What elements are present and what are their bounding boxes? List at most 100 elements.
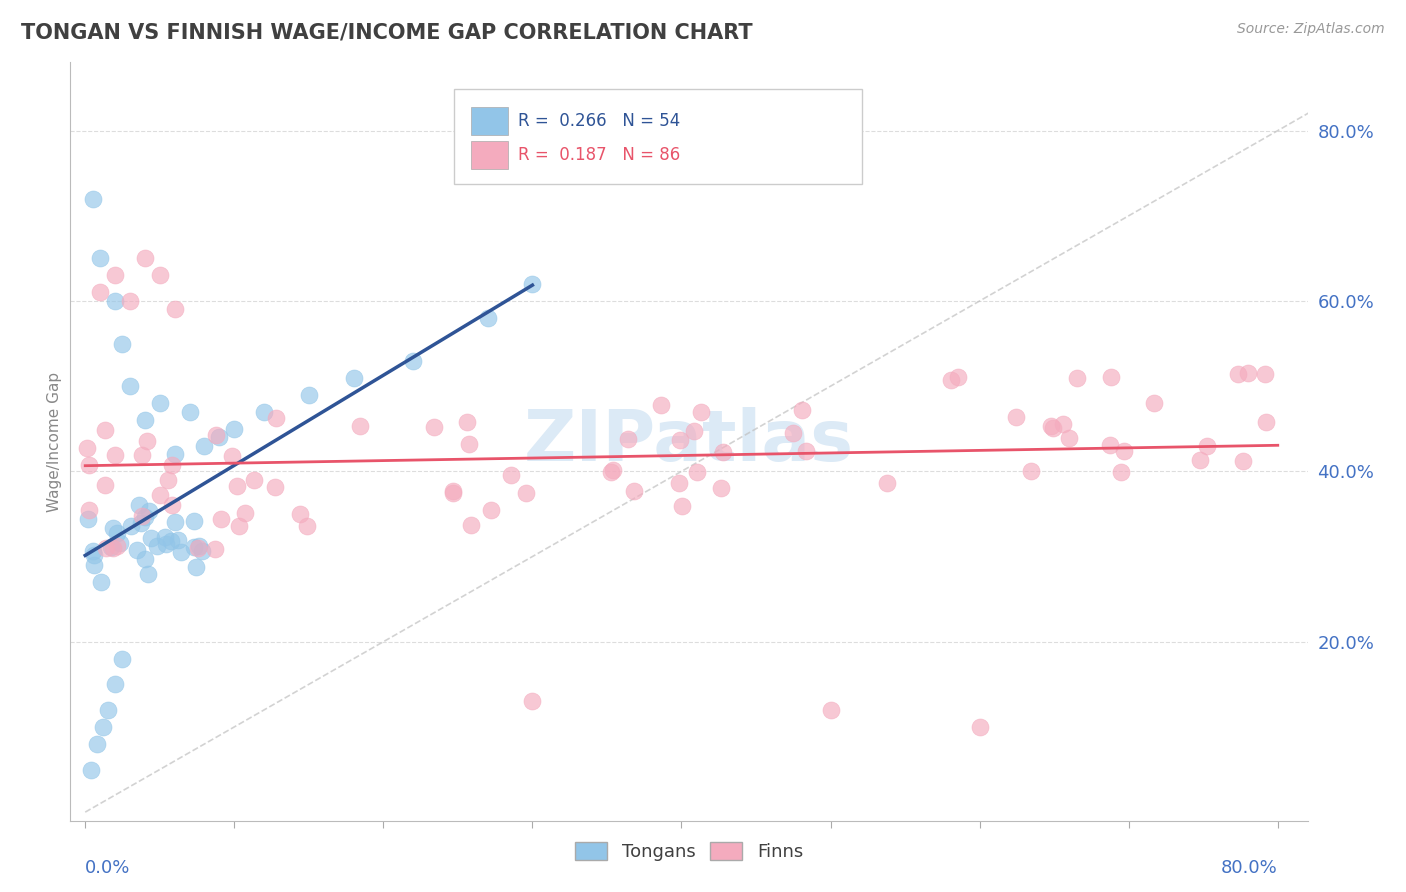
Point bbox=[668, 476, 690, 491]
Point bbox=[105, 526, 128, 541]
Point bbox=[183, 540, 205, 554]
Point bbox=[1040, 419, 1063, 434]
Point bbox=[1099, 438, 1122, 452]
Point bbox=[97, 703, 120, 717]
Y-axis label: Wage/Income Gap: Wage/Income Gap bbox=[46, 371, 62, 512]
Point bbox=[1236, 366, 1258, 380]
Point bbox=[163, 302, 186, 317]
Point bbox=[146, 539, 169, 553]
Point bbox=[136, 567, 159, 582]
Text: Source: ZipAtlas.com: Source: ZipAtlas.com bbox=[1237, 22, 1385, 37]
Point bbox=[295, 519, 318, 533]
Point bbox=[107, 539, 129, 553]
Point bbox=[128, 498, 150, 512]
Point bbox=[89, 252, 111, 266]
Point bbox=[233, 507, 256, 521]
FancyBboxPatch shape bbox=[471, 141, 509, 169]
Point bbox=[522, 277, 544, 291]
Point bbox=[443, 486, 465, 500]
Point bbox=[131, 448, 153, 462]
Point bbox=[89, 285, 111, 300]
Point bbox=[253, 405, 276, 419]
Point bbox=[77, 512, 100, 526]
Point bbox=[163, 447, 186, 461]
Text: R =  0.187   N = 86: R = 0.187 N = 86 bbox=[519, 146, 681, 164]
Text: TONGAN VS FINNISH WAGE/INCOME GAP CORRELATION CHART: TONGAN VS FINNISH WAGE/INCOME GAP CORREL… bbox=[21, 22, 752, 42]
Point bbox=[477, 311, 499, 326]
Point bbox=[1052, 417, 1074, 431]
Point bbox=[108, 536, 131, 550]
Point bbox=[1066, 370, 1088, 384]
Point bbox=[402, 353, 425, 368]
Point bbox=[93, 424, 115, 438]
Point bbox=[134, 413, 156, 427]
Point bbox=[602, 463, 624, 477]
Point bbox=[617, 432, 640, 446]
Point bbox=[1195, 439, 1218, 453]
Point bbox=[191, 544, 214, 558]
Point bbox=[1005, 410, 1028, 425]
Point bbox=[689, 405, 711, 419]
Point bbox=[686, 466, 709, 480]
Point bbox=[623, 483, 645, 498]
Point bbox=[1232, 454, 1254, 468]
Point bbox=[160, 534, 183, 549]
Point bbox=[710, 481, 733, 495]
Text: 0.0%: 0.0% bbox=[86, 859, 131, 877]
Point bbox=[80, 763, 103, 777]
Point bbox=[456, 415, 478, 429]
Point bbox=[134, 252, 156, 266]
Point bbox=[186, 559, 208, 574]
Point bbox=[104, 268, 127, 283]
Point bbox=[155, 536, 177, 550]
Point bbox=[713, 445, 735, 459]
Point bbox=[876, 475, 898, 490]
Point bbox=[160, 498, 183, 512]
Point bbox=[94, 477, 117, 491]
Point bbox=[228, 519, 250, 533]
Point bbox=[242, 473, 264, 487]
Point bbox=[599, 465, 621, 479]
Point bbox=[204, 542, 226, 557]
Point bbox=[671, 499, 693, 513]
Point bbox=[100, 540, 122, 554]
FancyBboxPatch shape bbox=[471, 107, 509, 136]
Point bbox=[149, 488, 172, 502]
Point bbox=[120, 519, 142, 533]
Point bbox=[170, 545, 193, 559]
Point bbox=[153, 531, 176, 545]
Point bbox=[792, 403, 814, 417]
Point bbox=[948, 370, 970, 384]
Point bbox=[104, 293, 127, 308]
Point bbox=[288, 507, 311, 521]
Point bbox=[83, 558, 105, 572]
Text: 80.0%: 80.0% bbox=[1220, 859, 1278, 877]
Point bbox=[193, 439, 215, 453]
Point bbox=[1256, 415, 1278, 429]
Point bbox=[163, 515, 186, 529]
Point bbox=[131, 508, 153, 523]
Point bbox=[118, 293, 141, 308]
Point bbox=[94, 541, 117, 555]
Point bbox=[460, 518, 482, 533]
Point bbox=[134, 509, 156, 524]
Point bbox=[423, 420, 446, 434]
Point bbox=[1109, 465, 1132, 479]
Point bbox=[1188, 453, 1211, 467]
Point bbox=[441, 483, 464, 498]
Legend: Tongans, Finns: Tongans, Finns bbox=[568, 835, 810, 869]
Point bbox=[76, 441, 98, 455]
Point bbox=[162, 458, 184, 472]
Point bbox=[91, 720, 114, 734]
Point bbox=[135, 434, 157, 448]
Point bbox=[129, 516, 152, 530]
Point bbox=[969, 720, 991, 734]
Point bbox=[103, 541, 125, 555]
Text: R =  0.266   N = 54: R = 0.266 N = 54 bbox=[519, 112, 681, 130]
Point bbox=[209, 512, 232, 526]
Point bbox=[118, 379, 141, 393]
Point bbox=[782, 425, 804, 440]
Point bbox=[187, 541, 209, 556]
Point bbox=[501, 468, 523, 483]
Point bbox=[1227, 367, 1250, 381]
